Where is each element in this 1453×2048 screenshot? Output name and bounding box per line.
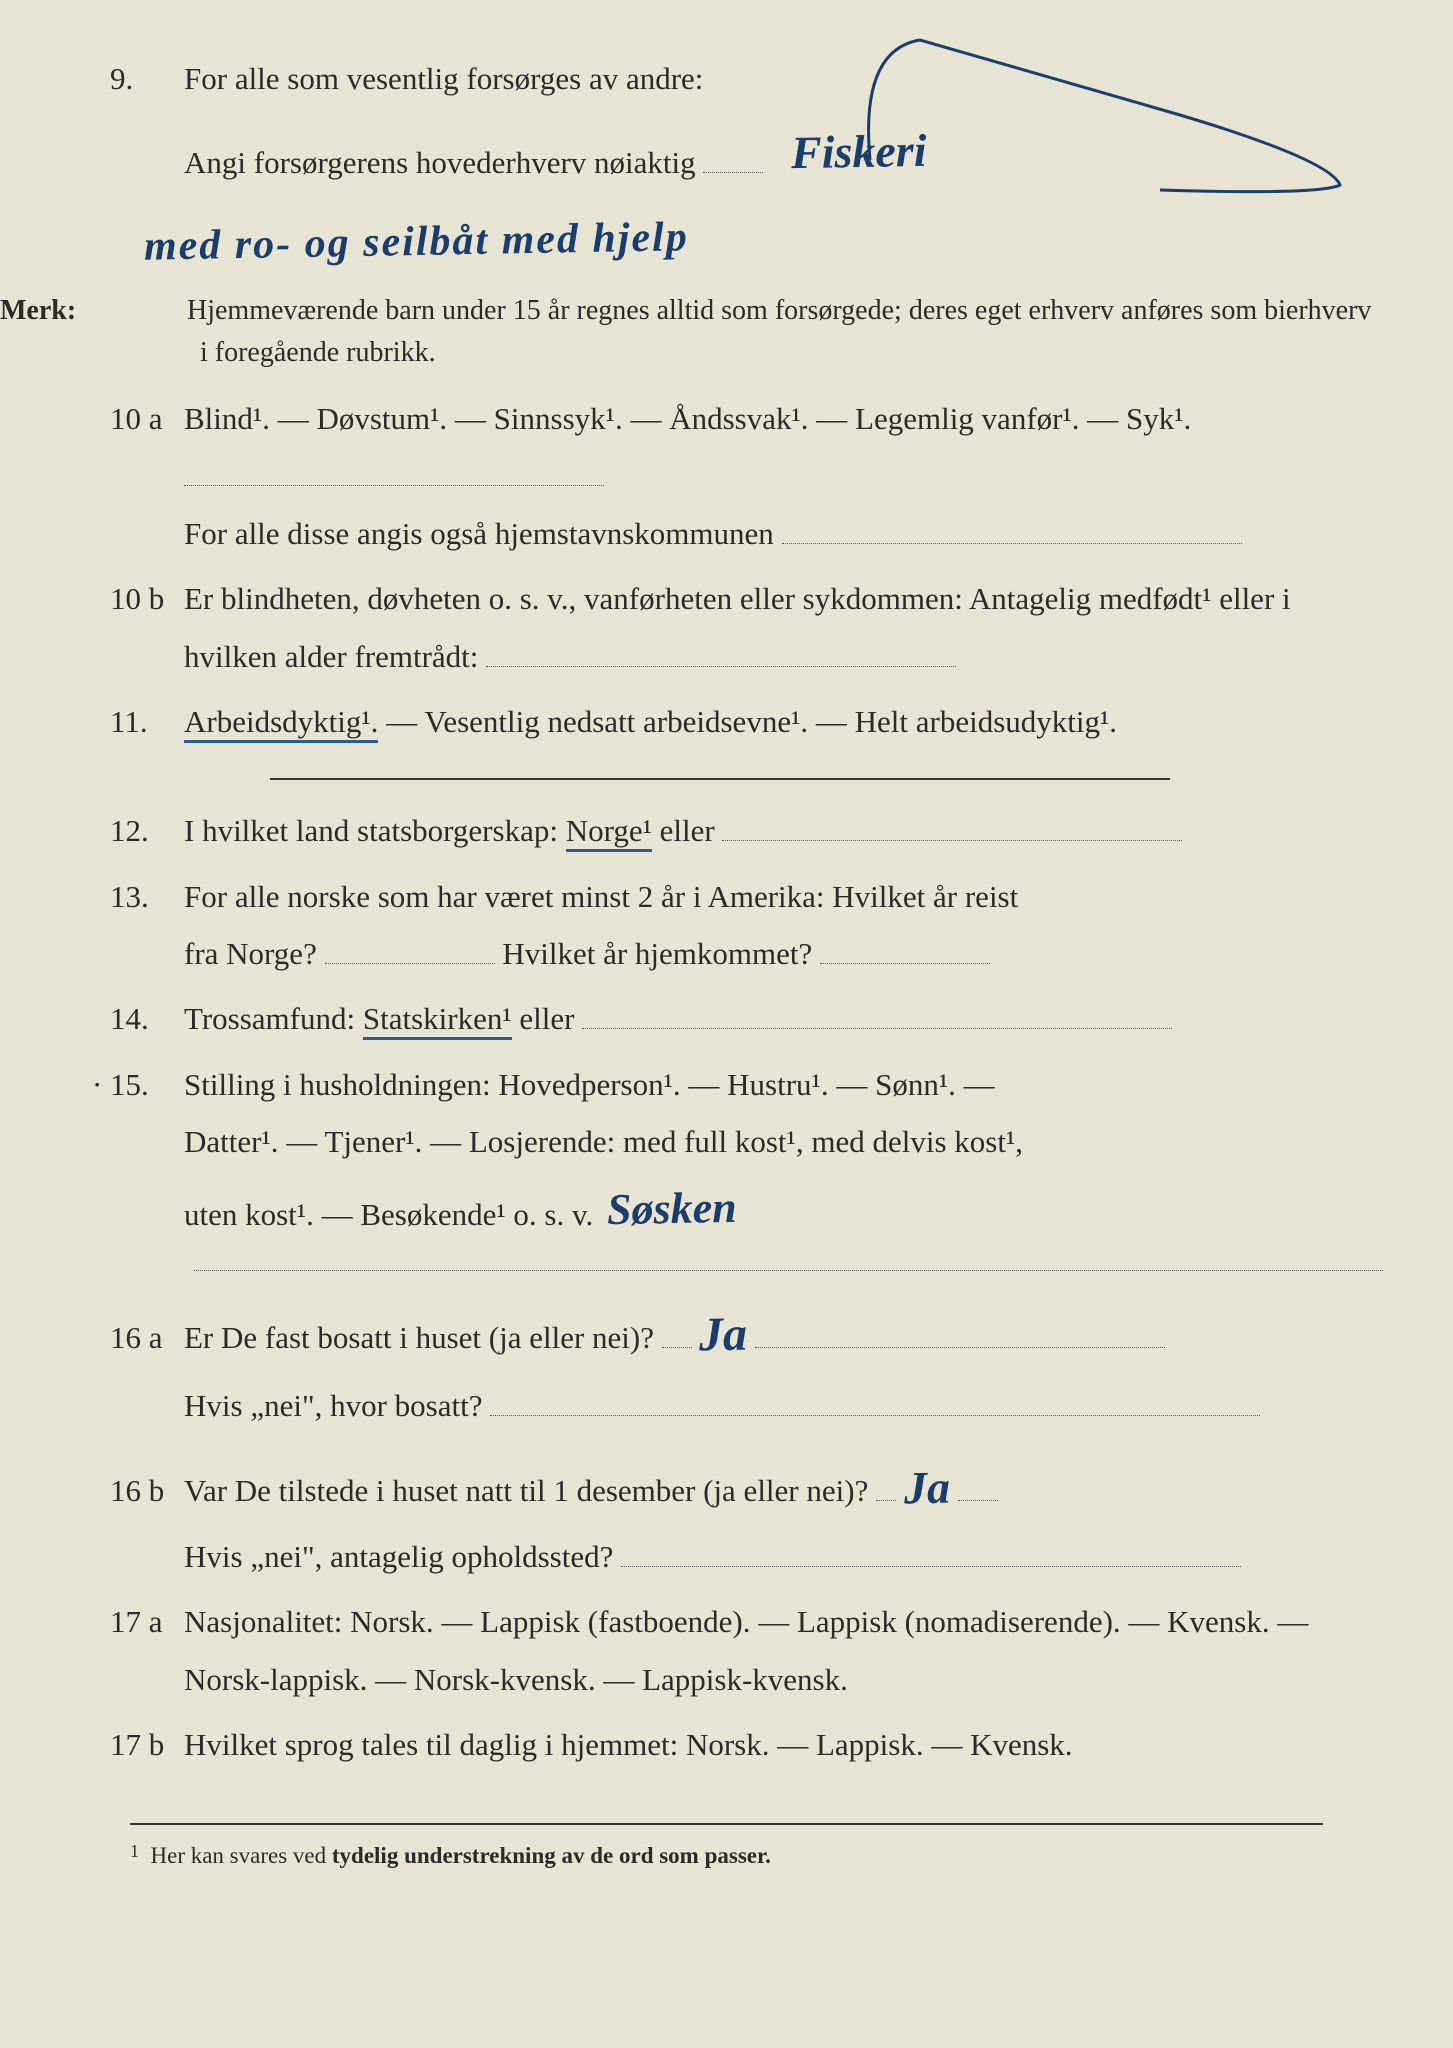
- divider-1: [270, 778, 1170, 780]
- footnote: 1 Her kan svares ved tydelig understrekn…: [130, 1823, 1323, 1878]
- q12-number: 12.: [110, 802, 184, 859]
- q9-handwriting-2: med ro- og seilbåt med hjelp: [143, 200, 689, 287]
- q16b-number: 16 b: [110, 1462, 184, 1519]
- q16b-handwriting: Ja: [903, 1444, 950, 1530]
- q15-handwriting: Søsken: [606, 1167, 737, 1251]
- question-12: 12. I hvilket land statsborgerskap: Norg…: [110, 802, 1383, 859]
- question-10b: 10 b Er blindheten, døvheten o. s. v., v…: [110, 570, 1383, 685]
- q12-c: eller: [660, 813, 715, 848]
- q9-handwriting-1: Fiskeri: [790, 108, 927, 195]
- q15-b: Datter¹. — Tjener¹. — Losjerende: med fu…: [184, 1124, 1023, 1159]
- question-16a: 16 a Er De fast bosatt i huset (ja eller…: [110, 1289, 1383, 1435]
- q10a-number: 10 a: [110, 390, 184, 447]
- divider-2: [194, 1270, 1383, 1271]
- q13-b: fra Norge?: [184, 936, 317, 971]
- q13-c: Hvilket år hjemkommet?: [502, 936, 812, 971]
- q16a-number: 16 a: [110, 1309, 184, 1366]
- question-15: ·15. Stilling i husholdningen: Hovedpers…: [110, 1056, 1383, 1252]
- question-10a: 10 a Blind¹. — Døvstum¹. — Sinnssyk¹. — …: [110, 390, 1383, 562]
- q9-line1: For alle som vesentlig forsørges av andr…: [184, 61, 703, 96]
- merk-text: Hjemmeværende barn under 15 år regnes al…: [187, 295, 1371, 368]
- q9-line2: Angi forsørgerens hovederhverv nøiaktig: [184, 145, 696, 180]
- q12-a: I hvilket land statsborgerskap:: [184, 813, 566, 848]
- q16a-a: Er De fast bosatt i huset (ja eller nei)…: [184, 1320, 654, 1355]
- q17b-text: Hvilket sprog tales til daglig i hjemmet…: [184, 1727, 1073, 1762]
- q16a-handwriting: Ja: [699, 1290, 749, 1380]
- q15-number: 15.: [110, 1067, 149, 1102]
- q11-number: 11.: [110, 693, 184, 750]
- q17a-number: 17 a: [110, 1593, 184, 1650]
- footnote-marker: 1: [130, 1841, 139, 1861]
- question-9: 9. For alle som vesentlig forsørges av a…: [110, 50, 1383, 107]
- q11-rest: — Vesentlig nedsatt arbeidsevne¹. — Helt…: [378, 704, 1117, 739]
- q9-number: 9.: [110, 50, 184, 107]
- q15-c: uten kost¹. — Besøkende¹ o. s. v.: [184, 1197, 593, 1232]
- census-form-page: 9. For alle som vesentlig forsørges av a…: [0, 0, 1453, 1918]
- q16b-a: Var De tilstede i huset natt til 1 desem…: [184, 1473, 868, 1508]
- q17a-text: Nasjonalitet: Norsk. — Lappisk (fastboen…: [184, 1604, 1308, 1696]
- q13-number: 13.: [110, 868, 184, 925]
- question-11: 11. Arbeidsdyktig¹. — Vesentlig nedsatt …: [110, 693, 1383, 750]
- question-17b: 17 b Hvilket sprog tales til daglig i hj…: [110, 1716, 1383, 1773]
- q10b-text: Er blindheten, døvheten o. s. v., vanfør…: [184, 581, 1291, 673]
- merk-note: Merk: Hjemmeværende barn under 15 år reg…: [130, 290, 1383, 374]
- question-13: 13. For alle norske som har været minst …: [110, 868, 1383, 983]
- q14-number: 14.: [110, 990, 184, 1047]
- q14-c: eller: [519, 1001, 582, 1036]
- question-17a: 17 a Nasjonalitet: Norsk. — Lappisk (fas…: [110, 1593, 1383, 1708]
- question-16b: 16 b Var De tilstede i huset natt til 1 …: [110, 1443, 1383, 1585]
- q16a-b: Hvis „nei", hvor bosatt?: [184, 1388, 482, 1423]
- q14-a: Trossamfund:: [184, 1001, 363, 1036]
- q10b-number: 10 b: [110, 570, 184, 627]
- q10a-options: Blind¹. — Døvstum¹. — Sinnssyk¹. — Åndss…: [184, 401, 1191, 436]
- q15-a: Stilling i husholdningen: Hovedperson¹. …: [184, 1067, 995, 1102]
- q11-selected: Arbeidsdyktig¹.: [184, 704, 378, 743]
- q13-a: For alle norske som har været minst 2 år…: [184, 879, 1018, 914]
- footnote-text-bold: tydelig understrekning av de ord som pas…: [332, 1843, 771, 1868]
- q16b-b: Hvis „nei", antagelig opholdssted?: [184, 1539, 613, 1574]
- footnote-text-a: Her kan svares ved: [151, 1843, 332, 1868]
- q12-selected: Norge¹: [566, 813, 652, 852]
- q14-selected: Statskirken¹: [363, 1001, 512, 1040]
- merk-label: Merk:: [90, 290, 180, 332]
- q10a-line2: For alle disse angis også hjemstavnskomm…: [184, 516, 774, 551]
- q17b-number: 17 b: [110, 1716, 184, 1773]
- question-14: 14. Trossamfund: Statskirken¹ eller: [110, 990, 1383, 1047]
